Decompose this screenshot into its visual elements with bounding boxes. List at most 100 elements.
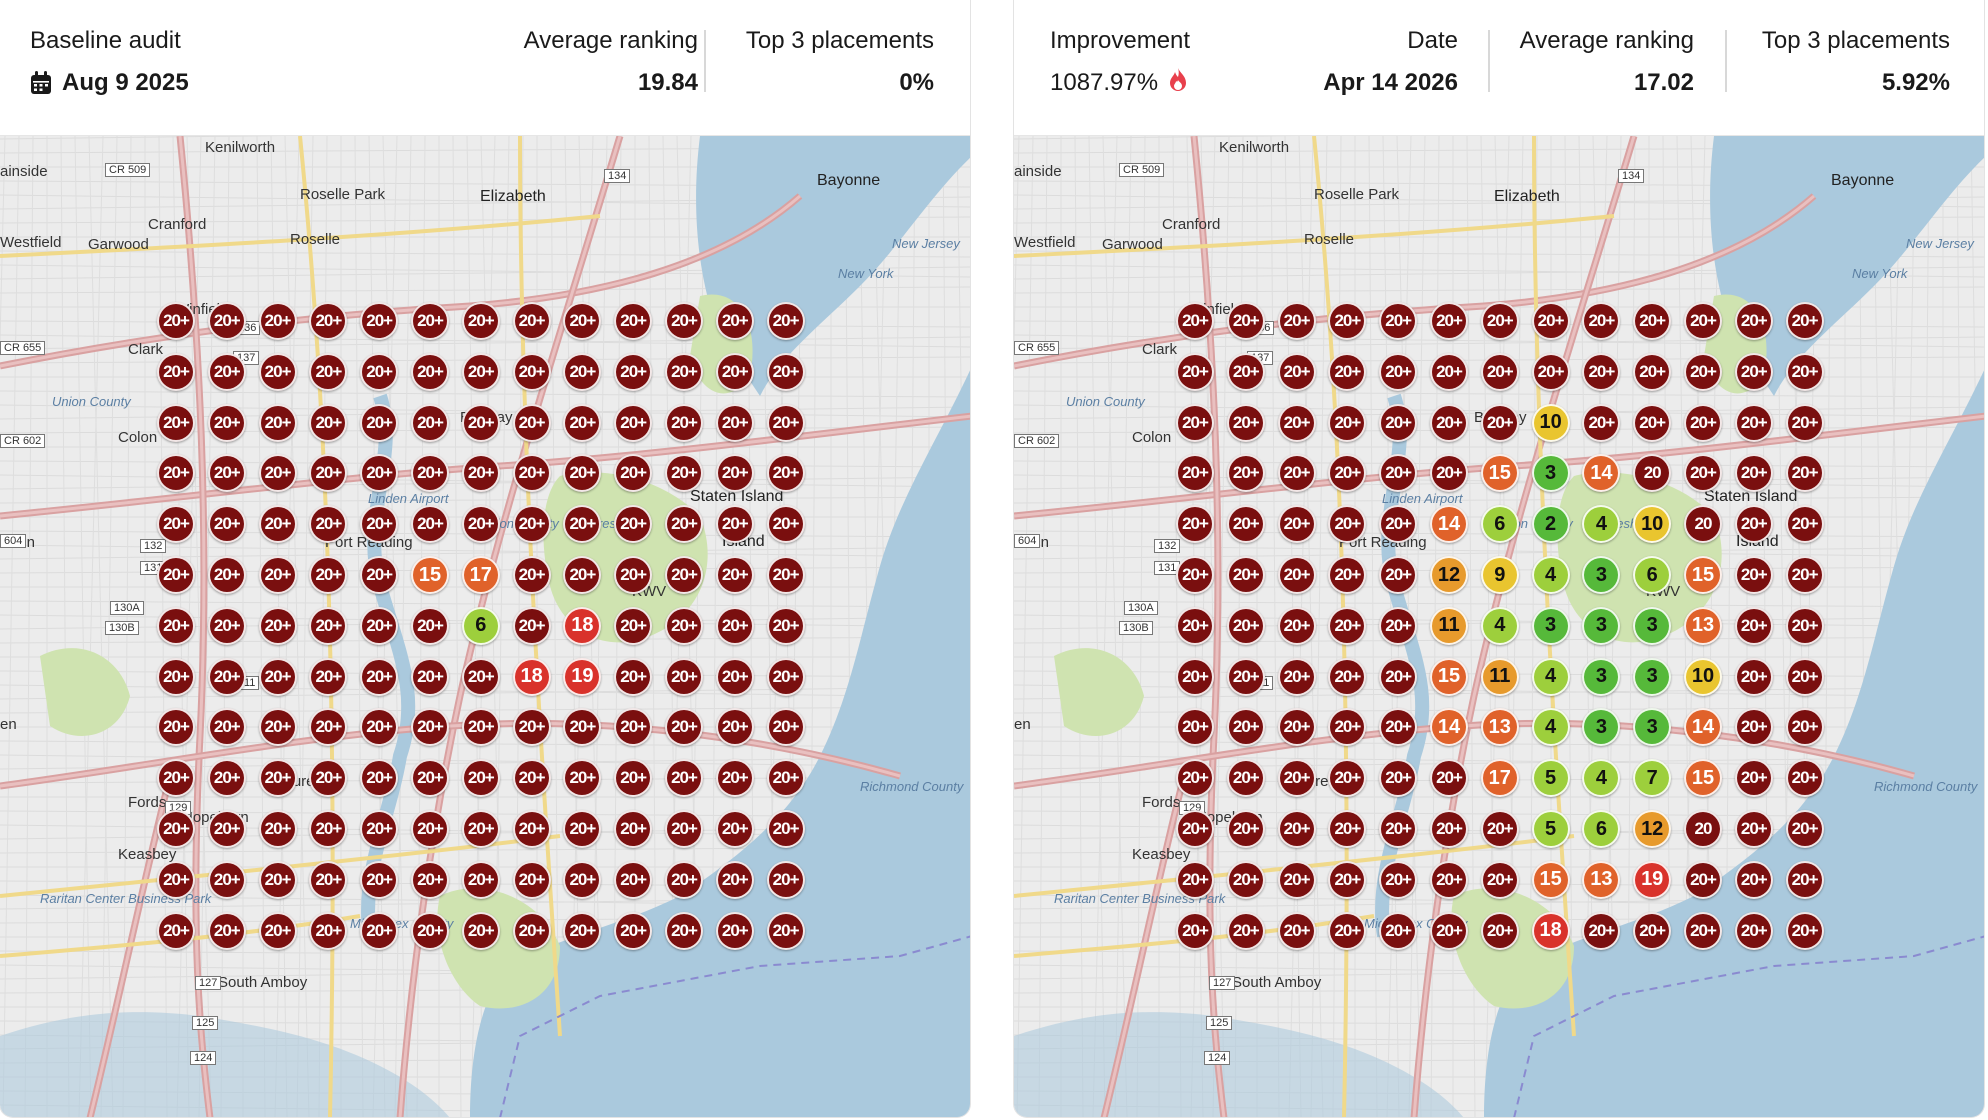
rank-pin[interactable]: 20+ bbox=[1328, 606, 1367, 645]
rank-pin[interactable]: 20+ bbox=[614, 556, 653, 594]
rank-pin[interactable]: 20+ bbox=[766, 810, 805, 848]
rank-pin[interactable]: 10 bbox=[1531, 403, 1570, 442]
rank-pin[interactable]: 9 bbox=[1480, 556, 1519, 594]
rank-pin[interactable]: 14 bbox=[1430, 708, 1468, 747]
rank-pin[interactable]: 20+ bbox=[563, 708, 602, 747]
rank-pin[interactable]: 20+ bbox=[1684, 352, 1722, 391]
rank-pin[interactable]: 20+ bbox=[1226, 505, 1265, 544]
rank-pin[interactable]: 20+ bbox=[1430, 403, 1468, 442]
rank-pin[interactable]: 20+ bbox=[1684, 302, 1722, 340]
rank-pin[interactable]: 20+ bbox=[1226, 810, 1265, 848]
rank-pin[interactable]: 20+ bbox=[715, 657, 754, 696]
rank-pin[interactable]: 20+ bbox=[207, 403, 246, 442]
rank-pin[interactable]: 20+ bbox=[309, 505, 348, 544]
rank-pin[interactable]: 20+ bbox=[715, 505, 754, 544]
rank-pin[interactable]: 20+ bbox=[512, 352, 551, 391]
rank-pin[interactable]: 20+ bbox=[665, 505, 703, 544]
rank-pin[interactable]: 15 bbox=[1430, 657, 1468, 696]
rank-pin[interactable]: 4 bbox=[1531, 657, 1570, 696]
rank-pin[interactable]: 20+ bbox=[1176, 860, 1214, 899]
rank-pin[interactable]: 20+ bbox=[207, 759, 246, 798]
rank-pin[interactable]: 20+ bbox=[360, 810, 399, 848]
rank-pin[interactable]: 20+ bbox=[665, 403, 703, 442]
rank-pin[interactable]: 20+ bbox=[1734, 454, 1773, 493]
rank-pin[interactable]: 20+ bbox=[360, 556, 399, 594]
rank-pin[interactable]: 20+ bbox=[1226, 454, 1265, 493]
rank-pin[interactable]: 15 bbox=[1684, 759, 1722, 798]
rank-pin[interactable]: 10 bbox=[1684, 657, 1722, 696]
rank-pin[interactable]: 20+ bbox=[258, 403, 297, 442]
rank-pin[interactable]: 20+ bbox=[1785, 860, 1824, 899]
rank-pin[interactable]: 4 bbox=[1582, 759, 1621, 798]
rank-pin[interactable]: 20+ bbox=[614, 759, 653, 798]
rank-pin[interactable]: 20+ bbox=[1176, 606, 1214, 645]
rank-pin[interactable]: 20+ bbox=[1277, 302, 1316, 340]
rank-pin[interactable]: 20+ bbox=[1379, 454, 1418, 493]
rank-pin[interactable]: 20+ bbox=[157, 302, 195, 340]
rank-pin[interactable]: 15 bbox=[1531, 860, 1570, 899]
rank-pin[interactable]: 20+ bbox=[360, 505, 399, 544]
rank-pin[interactable]: 20+ bbox=[360, 759, 399, 798]
rank-pin[interactable]: 20+ bbox=[360, 403, 399, 442]
rank-pin[interactable]: 20+ bbox=[1785, 505, 1824, 544]
rank-pin[interactable]: 20+ bbox=[1531, 352, 1570, 391]
rank-pin[interactable]: 4 bbox=[1582, 505, 1621, 544]
rank-pin[interactable]: 20+ bbox=[1734, 759, 1773, 798]
rank-pin[interactable]: 20+ bbox=[1277, 759, 1316, 798]
rank-pin[interactable]: 20+ bbox=[411, 302, 449, 340]
rank-pin[interactable]: 20+ bbox=[1328, 505, 1367, 544]
rank-pin[interactable]: 20+ bbox=[1226, 352, 1265, 391]
rank-pin[interactable]: 20+ bbox=[1480, 302, 1519, 340]
rank-pin[interactable]: 3 bbox=[1582, 708, 1621, 747]
rank-pin[interactable]: 20+ bbox=[1226, 403, 1265, 442]
current-rank-map[interactable]: Kenilworth Roselle Park Elizabeth Bayonne Cr… bbox=[1014, 136, 1984, 1117]
rank-pin[interactable]: 20+ bbox=[1531, 302, 1570, 340]
rank-pin[interactable]: 20+ bbox=[1633, 352, 1672, 391]
rank-pin[interactable]: 4 bbox=[1480, 606, 1519, 645]
rank-pin[interactable]: 20+ bbox=[1684, 403, 1722, 442]
rank-pin[interactable]: 20+ bbox=[1582, 352, 1621, 391]
rank-pin[interactable]: 20+ bbox=[1328, 759, 1367, 798]
rank-pin[interactable]: 20+ bbox=[157, 505, 195, 544]
rank-pin[interactable]: 20+ bbox=[1633, 302, 1672, 340]
rank-pin[interactable]: 20+ bbox=[309, 759, 348, 798]
rank-pin[interactable]: 20+ bbox=[258, 606, 297, 645]
rank-pin[interactable]: 20+ bbox=[1226, 302, 1265, 340]
rank-pin[interactable]: 20+ bbox=[665, 860, 703, 899]
rank-pin[interactable]: 20+ bbox=[1277, 606, 1316, 645]
rank-pin[interactable]: 20+ bbox=[715, 556, 754, 594]
rank-pin[interactable]: 20+ bbox=[1734, 708, 1773, 747]
rank-pin[interactable]: 20+ bbox=[1430, 810, 1468, 848]
rank-pin[interactable]: 20+ bbox=[461, 352, 500, 391]
rank-pin[interactable]: 20+ bbox=[461, 810, 500, 848]
rank-pin[interactable]: 20+ bbox=[1430, 302, 1468, 340]
rank-pin[interactable]: 20+ bbox=[1226, 708, 1265, 747]
rank-pin[interactable]: 20+ bbox=[1734, 403, 1773, 442]
rank-pin[interactable]: 20+ bbox=[563, 759, 602, 798]
rank-pin[interactable]: 20+ bbox=[1582, 911, 1621, 950]
rank-pin[interactable]: 20+ bbox=[360, 302, 399, 340]
rank-pin[interactable]: 13 bbox=[1582, 860, 1621, 899]
rank-pin[interactable]: 20+ bbox=[258, 759, 297, 798]
rank-pin[interactable]: 20+ bbox=[1480, 352, 1519, 391]
rank-pin[interactable]: 20+ bbox=[1176, 759, 1214, 798]
rank-pin[interactable]: 20+ bbox=[1734, 352, 1773, 391]
rank-pin[interactable]: 20+ bbox=[309, 860, 348, 899]
rank-pin[interactable]: 20+ bbox=[1582, 302, 1621, 340]
rank-pin[interactable]: 20+ bbox=[665, 911, 703, 950]
rank-pin[interactable]: 20+ bbox=[614, 860, 653, 899]
rank-pin[interactable]: 10 bbox=[1633, 505, 1672, 544]
rank-pin[interactable]: 20+ bbox=[360, 606, 399, 645]
rank-pin[interactable]: 20+ bbox=[715, 708, 754, 747]
rank-pin[interactable]: 20+ bbox=[563, 403, 602, 442]
rank-pin[interactable]: 3 bbox=[1582, 657, 1621, 696]
rank-pin[interactable]: 20+ bbox=[665, 302, 703, 340]
rank-pin[interactable]: 20+ bbox=[715, 454, 754, 493]
rank-pin[interactable]: 20+ bbox=[715, 860, 754, 899]
rank-pin[interactable]: 20+ bbox=[766, 556, 805, 594]
rank-pin[interactable]: 20+ bbox=[715, 911, 754, 950]
rank-pin[interactable]: 20+ bbox=[207, 708, 246, 747]
rank-pin[interactable]: 20+ bbox=[411, 454, 449, 493]
rank-pin[interactable]: 20 bbox=[1684, 810, 1722, 848]
rank-pin[interactable]: 20+ bbox=[1176, 505, 1214, 544]
